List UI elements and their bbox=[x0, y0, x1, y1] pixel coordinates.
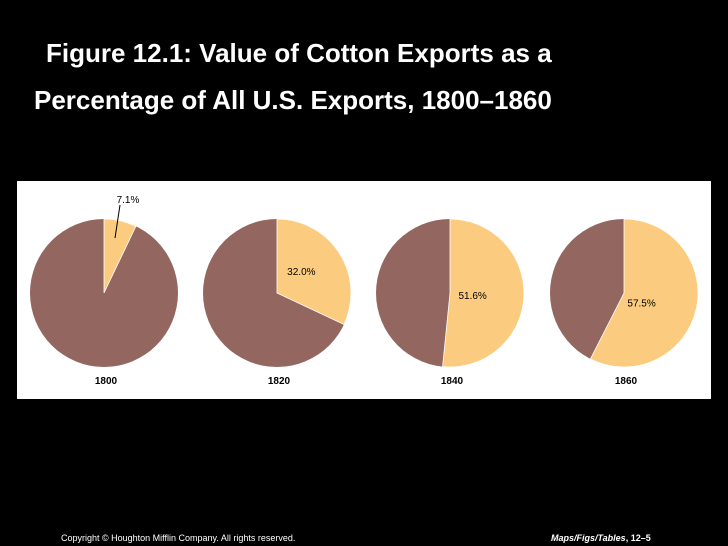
pie-1820-cotton-slice bbox=[276, 218, 352, 326]
pie-1820-year-label: 1820 bbox=[268, 376, 291, 387]
pie-1800-cotton-slice bbox=[103, 218, 137, 294]
pie-1800-year-label: 1800 bbox=[95, 376, 118, 387]
pie-1800-leader-line bbox=[114, 204, 121, 239]
pie-1820: 32.0% 1820 bbox=[203, 218, 352, 387]
pie-1820-percent-label: 32.0% bbox=[287, 267, 315, 278]
pie-1840-percent-label: 51.6% bbox=[458, 291, 486, 302]
pie-1800-percent-label: 7.1% bbox=[117, 195, 140, 206]
title-line-2: Percentage of All U.S. Exports, 1800–186… bbox=[34, 85, 552, 115]
pie-1860: 57.5% 1860 bbox=[550, 218, 699, 387]
source-credit-page: , 12–5 bbox=[625, 533, 651, 543]
pie-1860-year-label: 1860 bbox=[615, 376, 638, 387]
pie-1840-year-label: 1840 bbox=[441, 376, 464, 387]
source-credit: Maps/Figs/Tables, 12–5 bbox=[551, 531, 651, 545]
pie-1800: 7.1% 1800 bbox=[30, 195, 178, 387]
title-line-1: Figure 12.1: Value of Cotton Exports as … bbox=[46, 38, 552, 68]
pie-charts: 7.1% 1800 32.0% 1820 51.6% 1840 57.5% 1860 bbox=[30, 195, 699, 387]
pie-1860-percent-label: 57.5% bbox=[627, 299, 655, 310]
pie-1840-cotton-slice bbox=[442, 218, 525, 368]
pie-1860-cotton-slice bbox=[589, 218, 699, 368]
chart-panel: 7.1% 1800 32.0% 1820 51.6% 1840 57.5% 1860 bbox=[17, 181, 711, 399]
source-credit-title: Maps/Figs/Tables bbox=[551, 533, 626, 543]
pie-1840: 51.6% 1840 bbox=[376, 218, 525, 387]
page-title: Figure 12.1: Value of Cotton Exports as … bbox=[0, 30, 728, 124]
copyright-notice: Copyright © Houghton Mifflin Company. Al… bbox=[61, 533, 296, 543]
